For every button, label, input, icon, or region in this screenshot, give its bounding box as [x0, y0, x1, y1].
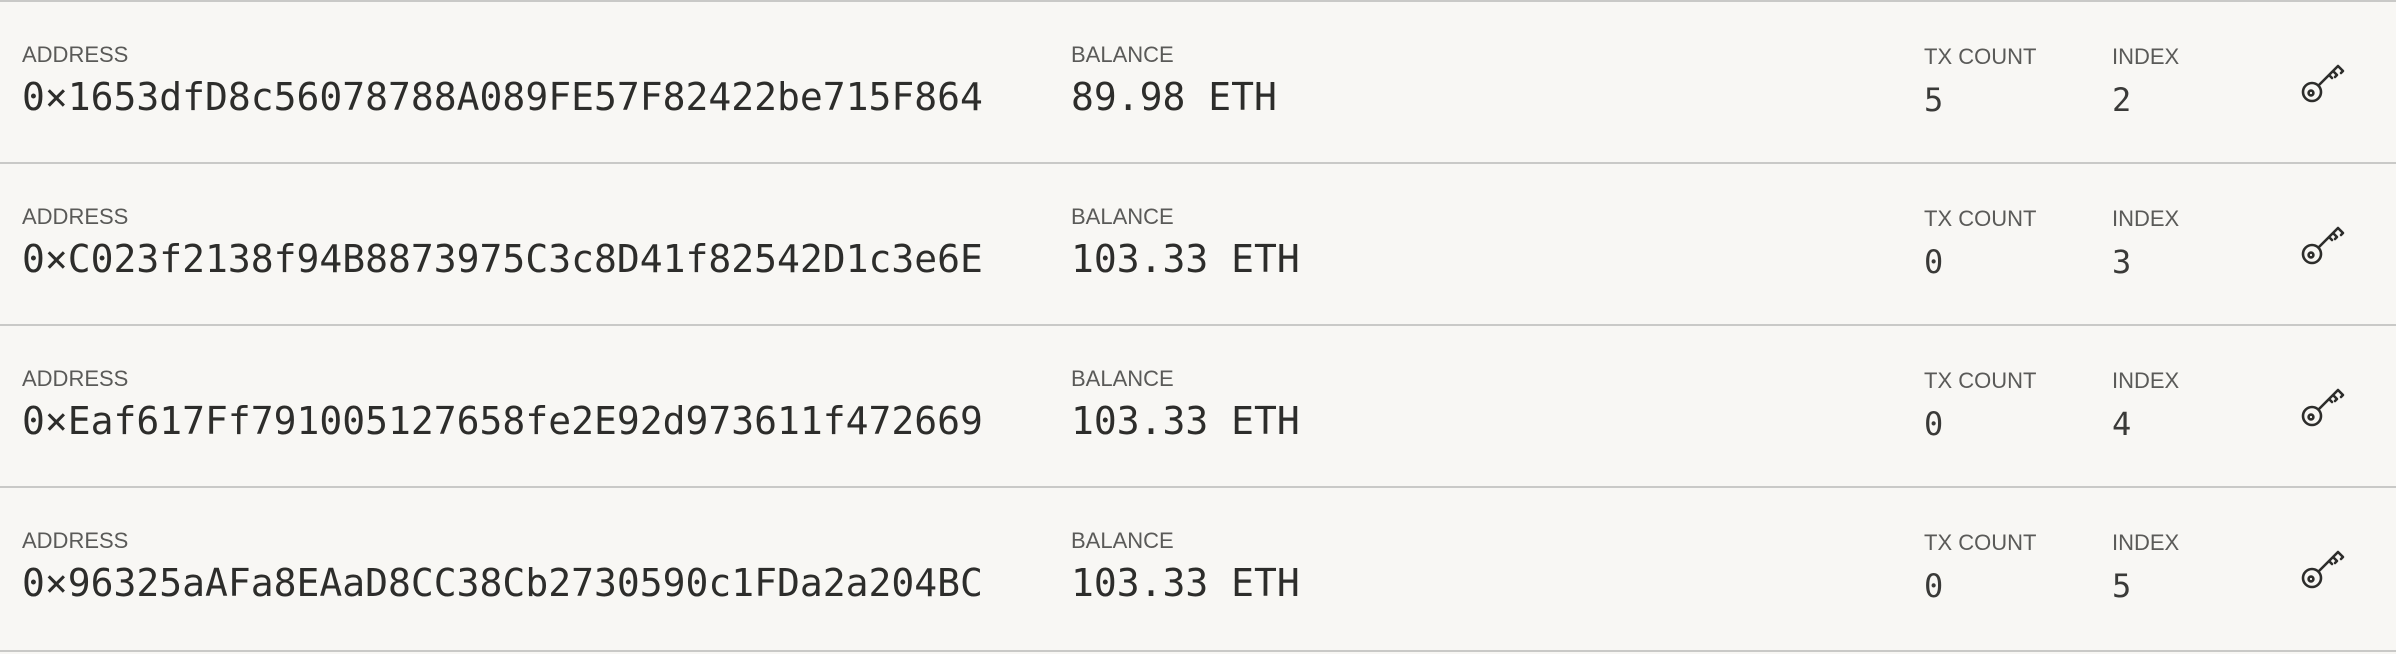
show-keys-button[interactable] [2296, 216, 2352, 272]
index-field: INDEX 3 [2112, 206, 2180, 281]
tx-count-value: 5 [1924, 81, 1944, 119]
address-label: ADDRESS [22, 366, 129, 391]
tx-count-value: 0 [1924, 405, 1944, 443]
key-icon [2298, 55, 2350, 110]
index-value: 3 [2112, 243, 2132, 281]
address-field: ADDRESS 0×C023f2138f94B8873975C3c8D41f82… [22, 204, 983, 281]
address-field: ADDRESS 0×1653dfD8c56078788A089FE57F8242… [22, 42, 983, 119]
balance-label: BALANCE [1071, 42, 1174, 67]
balance-value: 103.33 ETH [1071, 237, 1300, 281]
balance-value: 103.33 ETH [1071, 561, 1300, 605]
tx-count-field: TX COUNT 0 [1924, 206, 2037, 281]
balance-field: BALANCE 103.33 ETH [1071, 204, 1300, 281]
tx-count-value: 0 [1924, 567, 1944, 605]
balance-value: 103.33 ETH [1071, 399, 1300, 443]
balance-value: 89.98 ETH [1071, 75, 1277, 119]
key-icon [2298, 379, 2350, 434]
index-value: 4 [2112, 405, 2132, 443]
index-value: 5 [2112, 567, 2132, 605]
index-value: 2 [2112, 81, 2132, 119]
show-keys-button[interactable] [2296, 378, 2352, 434]
index-label: INDEX [2112, 44, 2180, 69]
address-label: ADDRESS [22, 42, 129, 67]
account-row[interactable]: ADDRESS 0×96325aAFa8EAaD8CC38Cb2730590c1… [0, 486, 2396, 652]
account-row[interactable]: ADDRESS 0×1653dfD8c56078788A089FE57F8242… [0, 0, 2396, 162]
tx-count-value: 0 [1924, 243, 1944, 281]
balance-label: BALANCE [1071, 204, 1174, 229]
balance-field: BALANCE 103.33 ETH [1071, 528, 1300, 605]
show-keys-button[interactable] [2296, 54, 2352, 110]
index-field: INDEX 2 [2112, 44, 2180, 119]
address-label: ADDRESS [22, 528, 129, 553]
address-field: ADDRESS 0×Eaf617Ff791005127658fe2E92d973… [22, 366, 983, 443]
address-value: 0×C023f2138f94B8873975C3c8D41f82542D1c3e… [22, 237, 983, 281]
address-label: ADDRESS [22, 204, 129, 229]
key-icon [2298, 217, 2350, 272]
index-field: INDEX 5 [2112, 530, 2180, 605]
address-field: ADDRESS 0×96325aAFa8EAaD8CC38Cb2730590c1… [22, 528, 983, 605]
address-value: 0×1653dfD8c56078788A089FE57F82422be715F8… [22, 75, 983, 119]
index-field: INDEX 4 [2112, 368, 2180, 443]
tx-count-field: TX COUNT 5 [1924, 44, 2037, 119]
index-label: INDEX [2112, 206, 2180, 231]
tx-count-field: TX COUNT 0 [1924, 368, 2037, 443]
account-row[interactable]: ADDRESS 0×Eaf617Ff791005127658fe2E92d973… [0, 324, 2396, 486]
tx-count-label: TX COUNT [1924, 368, 2037, 393]
tx-count-label: TX COUNT [1924, 530, 2037, 555]
balance-label: BALANCE [1071, 366, 1174, 391]
key-icon [2298, 541, 2350, 596]
tx-count-field: TX COUNT 0 [1924, 530, 2037, 605]
balance-field: BALANCE 103.33 ETH [1071, 366, 1300, 443]
index-label: INDEX [2112, 368, 2180, 393]
account-row[interactable]: ADDRESS 0×C023f2138f94B8873975C3c8D41f82… [0, 162, 2396, 324]
tx-count-label: TX COUNT [1924, 206, 2037, 231]
balance-label: BALANCE [1071, 528, 1174, 553]
address-value: 0×Eaf617Ff791005127658fe2E92d973611f4726… [22, 399, 983, 443]
address-value: 0×96325aAFa8EAaD8CC38Cb2730590c1FDa2a204… [22, 561, 983, 605]
balance-field: BALANCE 89.98 ETH [1071, 42, 1277, 119]
index-label: INDEX [2112, 530, 2180, 555]
show-keys-button[interactable] [2296, 540, 2352, 596]
tx-count-label: TX COUNT [1924, 44, 2037, 69]
